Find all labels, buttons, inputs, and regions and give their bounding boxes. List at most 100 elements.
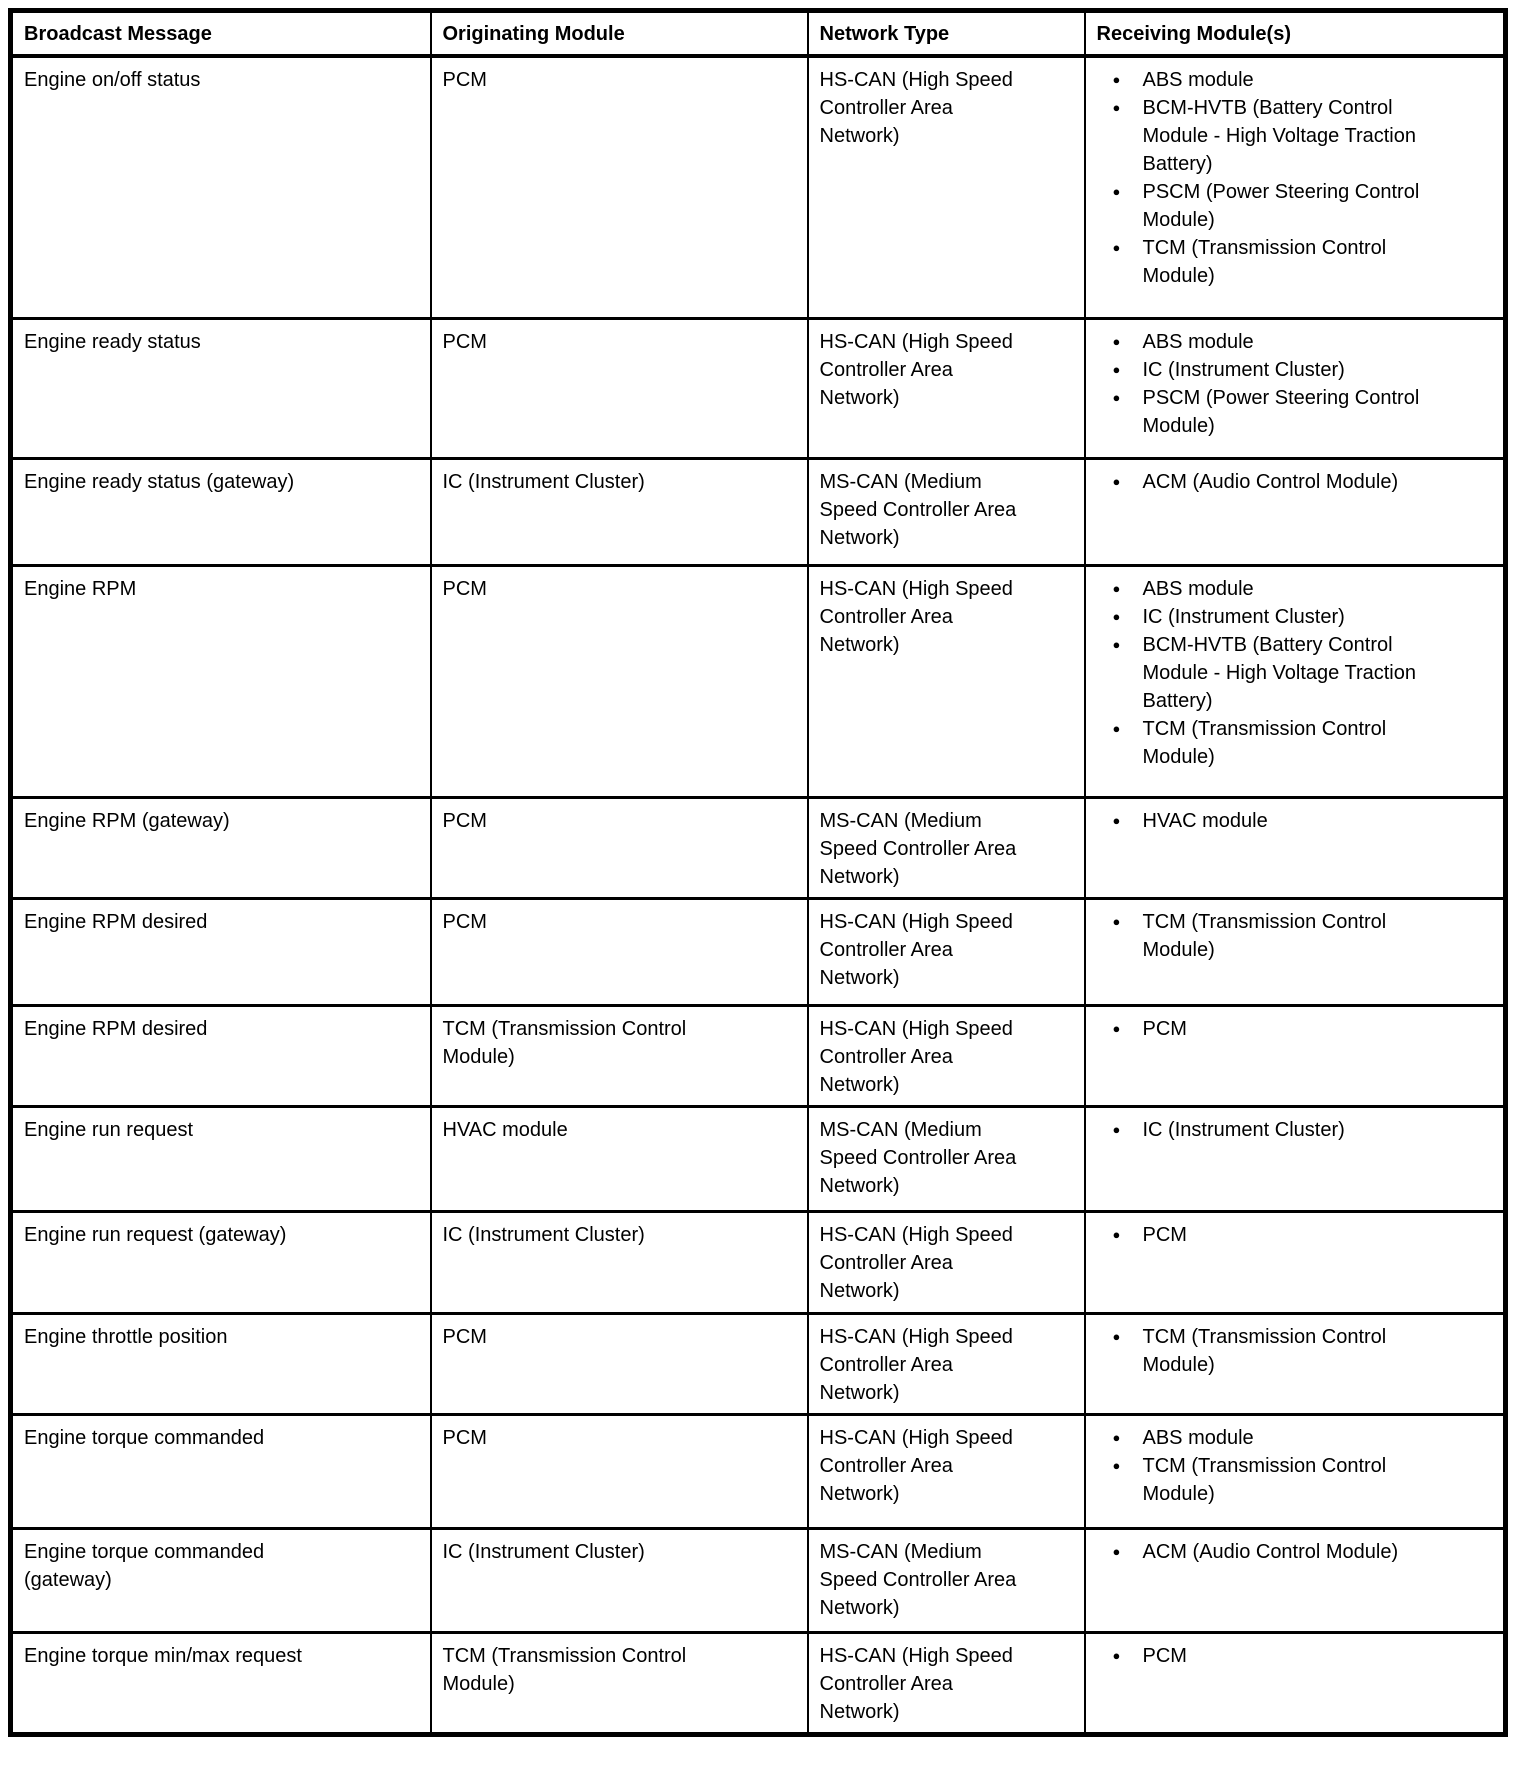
column-header-network-type: Network Type	[806, 9, 1086, 57]
network-type-text: MS-CAN (Medium Speed Controller Area Net…	[819, 809, 1017, 888]
receiving-modules-list: ● IC (Instrument Cluster)	[1097, 1116, 1496, 1144]
originating-module-text: PCM	[442, 330, 487, 353]
receiving-module-label: BCM-HVTB (Battery Control Module - High …	[1142, 97, 1417, 175]
originating-module-text: PCM	[442, 910, 487, 933]
receiving-module-item: ● ABS module	[1097, 66, 1496, 94]
broadcast-message-cell: Engine ready status (gateway)	[9, 456, 432, 566]
broadcast-message-text: Engine ready status	[24, 330, 201, 353]
receiving-modules-list: ● PCM	[1097, 1642, 1496, 1670]
receiving-module-item: ● PSCM (Power Steering Control Module)	[1097, 384, 1496, 440]
network-type-cell: HS-CAN (High Speed Controller Area Netwo…	[806, 1630, 1086, 1735]
receiving-module-label: PSCM (Power Steering Control Module)	[1142, 386, 1420, 437]
bullet-icon: ●	[1112, 1226, 1121, 1242]
network-type-text: MS-CAN (Medium Speed Controller Area Net…	[819, 470, 1017, 549]
receiving-modules-cell: ● PCM	[1083, 1209, 1507, 1314]
network-type-text: HS-CAN (High Speed Controller Area Netwo…	[819, 1644, 1013, 1723]
receiving-module-label: TCM (Transmission Control Module)	[1142, 910, 1387, 961]
bullet-icon: ●	[1112, 636, 1121, 652]
table-row: Engine torque min/max request TCM (Trans…	[9, 1630, 1507, 1735]
broadcast-message-text: Engine run request (gateway)	[24, 1223, 287, 1246]
broadcast-message-text: Engine RPM (gateway)	[24, 809, 230, 832]
originating-module-cell: PCM	[429, 1311, 809, 1415]
receiving-modules-cell: ● TCM (Transmission Control Module)	[1083, 896, 1507, 1006]
originating-module-cell: TCM (Transmission Control Module)	[429, 1003, 809, 1107]
header-row: Broadcast Message Originating Module Net…	[9, 9, 1507, 57]
receiving-module-label: IC (Instrument Cluster)	[1142, 358, 1345, 381]
bullet-icon: ●	[1112, 389, 1121, 405]
receiving-module-item: ● ACM (Audio Control Module)	[1097, 1538, 1496, 1566]
network-type-cell: HS-CAN (High Speed Controller Area Netwo…	[806, 563, 1086, 798]
receiving-module-item: ● PCM	[1097, 1642, 1496, 1670]
broadcast-message-text: Engine RPM	[24, 577, 137, 600]
receiving-modules-cell: ● TCM (Transmission Control Module)	[1083, 1311, 1507, 1415]
bullet-icon: ●	[1112, 1647, 1121, 1663]
bullet-icon: ●	[1112, 608, 1121, 624]
originating-module-cell: IC (Instrument Cluster)	[429, 1209, 809, 1314]
bullet-icon: ●	[1112, 1457, 1121, 1473]
receiving-module-item: ● TCM (Transmission Control Module)	[1097, 715, 1496, 771]
receiving-module-item: ● PSCM (Power Steering Control Module)	[1097, 178, 1496, 234]
receiving-module-label: TCM (Transmission Control Module)	[1142, 1325, 1387, 1376]
receiving-module-label: BCM-HVTB (Battery Control Module - High …	[1142, 633, 1417, 712]
receiving-module-item: ● IC (Instrument Cluster)	[1097, 356, 1496, 384]
receiving-module-label: ACM (Audio Control Module)	[1142, 1540, 1399, 1563]
bullet-icon: ●	[1112, 1429, 1121, 1445]
receiving-module-label: TCM (Transmission Control Module)	[1142, 237, 1387, 287]
network-type-text: HS-CAN (High Speed Controller Area Netwo…	[819, 1426, 1013, 1505]
bullet-icon: ●	[1112, 473, 1121, 489]
broadcast-message-cell: Engine throttle position	[9, 1311, 432, 1415]
network-type-text: HS-CAN (High Speed Controller Area Netwo…	[819, 330, 1013, 409]
network-type-cell: HS-CAN (High Speed Controller Area Netwo…	[806, 316, 1086, 459]
originating-module-text: IC (Instrument Cluster)	[442, 1223, 645, 1246]
broadcast-message-table: Broadcast Message Originating Module Net…	[8, 8, 1508, 1737]
table-body: Engine on/off status PCM HS-CAN (High Sp…	[9, 54, 1507, 1735]
network-type-cell: MS-CAN (Medium Speed Controller Area Net…	[806, 1104, 1086, 1212]
originating-module-text: PCM	[442, 1325, 487, 1348]
table-row: Engine throttle position PCM HS-CAN (Hig…	[9, 1311, 1507, 1415]
receiving-module-item: ● TCM (Transmission Control Module)	[1097, 1323, 1496, 1379]
originating-module-cell: PCM	[429, 563, 809, 798]
receiving-modules-list: ● ACM (Audio Control Module)	[1097, 1538, 1496, 1566]
receiving-module-item: ● ABS module	[1097, 328, 1496, 356]
table-row: Engine torque commanded (gateway) IC (In…	[9, 1526, 1507, 1633]
broadcast-message-cell: Engine torque commanded	[9, 1412, 432, 1529]
receiving-module-label: IC (Instrument Cluster)	[1142, 1118, 1345, 1141]
broadcast-message-cell: Engine RPM desired	[9, 1003, 432, 1107]
receiving-module-item: ● ABS module	[1097, 1424, 1496, 1452]
receiving-modules-cell: ● ACM (Audio Control Module)	[1083, 456, 1507, 566]
network-type-text: HS-CAN (High Speed Controller Area Netwo…	[819, 1017, 1013, 1096]
receiving-modules-list: ● ABS module ● BCM-HVTB (Battery Control Mo…	[1097, 66, 1496, 290]
bullet-icon: ●	[1112, 720, 1121, 736]
receiving-modules-cell: ● IC (Instrument Cluster)	[1083, 1104, 1507, 1212]
receiving-module-label: IC (Instrument Cluster)	[1142, 605, 1345, 628]
network-type-text: HS-CAN (High Speed Controller Area Netwo…	[819, 69, 1013, 147]
originating-module-cell: HVAC module	[429, 1104, 809, 1212]
receiving-module-label: HVAC module	[1142, 809, 1268, 832]
table-header: Broadcast Message Originating Module Net…	[9, 9, 1507, 57]
bullet-icon: ●	[1112, 1328, 1121, 1344]
bullet-icon: ●	[1112, 580, 1121, 596]
receiving-modules-list: ● TCM (Transmission Control Module)	[1097, 1323, 1496, 1379]
bullet-icon: ●	[1112, 333, 1121, 349]
originating-module-text: PCM	[442, 809, 487, 832]
network-type-cell: HS-CAN (High Speed Controller Area Netwo…	[806, 896, 1086, 1006]
table-row: Engine ready status PCM HS-CAN (High Spe…	[9, 316, 1507, 459]
receiving-modules-list: ● HVAC module	[1097, 807, 1496, 835]
receiving-module-label: ABS module	[1142, 577, 1254, 600]
receiving-module-label: PCM	[1142, 1223, 1187, 1246]
originating-module-cell: IC (Instrument Cluster)	[429, 456, 809, 566]
broadcast-message-cell: Engine RPM	[9, 563, 432, 798]
originating-module-text: PCM	[442, 577, 487, 600]
receiving-module-item: ● HVAC module	[1097, 807, 1496, 835]
originating-module-text: TCM (Transmission Control Module)	[442, 1644, 687, 1695]
originating-module-cell: PCM	[429, 896, 809, 1006]
network-type-cell: MS-CAN (Medium Speed Controller Area Net…	[806, 456, 1086, 566]
broadcast-message-cell: Engine on/off status	[9, 54, 432, 319]
receiving-modules-cell: ● PCM	[1083, 1630, 1507, 1735]
receiving-modules-cell: ● HVAC module	[1083, 795, 1507, 899]
receiving-modules-list: ● PCM	[1097, 1015, 1496, 1043]
receiving-module-item: ● PCM	[1097, 1015, 1496, 1043]
originating-module-cell: PCM	[429, 54, 809, 319]
originating-module-text: IC (Instrument Cluster)	[442, 1540, 645, 1563]
receiving-module-item: ● TCM (Transmission Control Module)	[1097, 908, 1496, 964]
